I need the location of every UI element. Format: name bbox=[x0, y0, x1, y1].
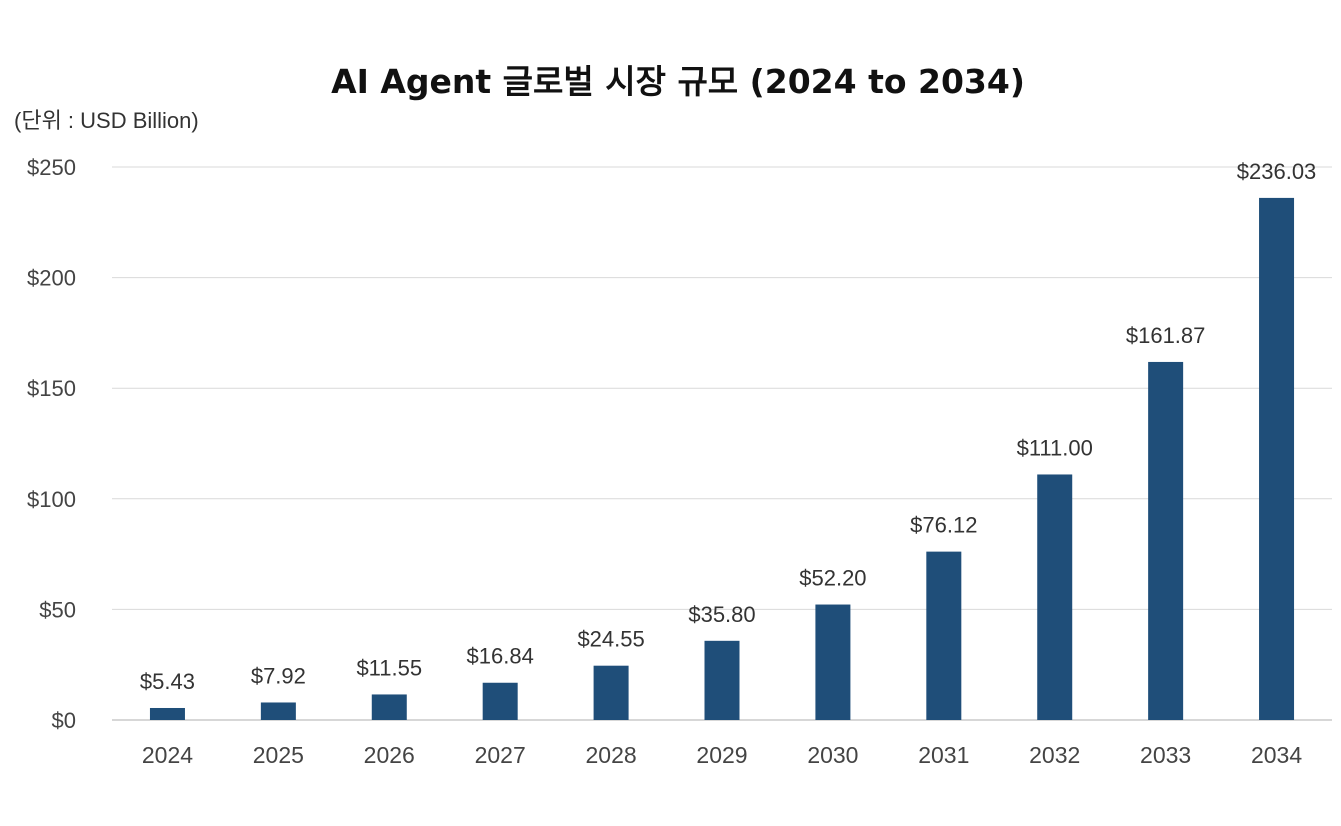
y-tick-label: $100 bbox=[27, 487, 76, 512]
data-label: $236.03 bbox=[1237, 159, 1317, 184]
bar bbox=[704, 640, 740, 720]
data-label: $16.84 bbox=[467, 644, 534, 669]
bars bbox=[149, 197, 1295, 721]
bar bbox=[371, 694, 407, 720]
x-tick-label: 2033 bbox=[1140, 742, 1191, 768]
bar bbox=[926, 551, 962, 720]
y-axis-ticks: $0 $50 $100 $150 $200 $250 bbox=[27, 155, 76, 733]
bar bbox=[815, 604, 851, 720]
bar bbox=[260, 702, 296, 720]
bar bbox=[1037, 474, 1073, 720]
y-tick-label: $0 bbox=[52, 708, 76, 733]
data-label: $7.92 bbox=[251, 663, 306, 688]
x-tick-label: 2024 bbox=[142, 742, 193, 768]
x-tick-label: 2031 bbox=[918, 742, 969, 768]
x-tick-label: 2026 bbox=[364, 742, 415, 768]
x-tick-label: 2027 bbox=[475, 742, 526, 768]
x-tick-label: 2034 bbox=[1251, 742, 1302, 768]
x-tick-label: 2029 bbox=[696, 742, 747, 768]
bar bbox=[1148, 361, 1184, 720]
data-label: $161.87 bbox=[1126, 323, 1206, 348]
bar bbox=[149, 707, 185, 720]
chart-title: AI Agent 글로벌 시장 규모 (2024 to 2034) bbox=[331, 62, 1025, 101]
x-tick-label: 2025 bbox=[253, 742, 304, 768]
bar bbox=[1259, 197, 1295, 721]
x-axis-ticks: 2024 2025 2026 2027 2028 2029 2030 2031 2032 2033… bbox=[142, 742, 1302, 768]
gridlines bbox=[112, 166, 1332, 721]
y-tick-label: $150 bbox=[27, 376, 76, 401]
bar bbox=[482, 682, 518, 720]
data-label: $76.12 bbox=[910, 513, 977, 538]
x-tick-label: 2030 bbox=[807, 742, 858, 768]
data-label: $24.55 bbox=[577, 627, 644, 652]
unit-label: (단위 : USD Billion) bbox=[14, 108, 199, 133]
y-tick-label: $250 bbox=[27, 155, 76, 180]
data-label: $111.00 bbox=[1017, 435, 1093, 460]
y-tick-label: $200 bbox=[27, 266, 76, 291]
x-tick-label: 2032 bbox=[1029, 742, 1080, 768]
data-label: $5.43 bbox=[140, 669, 195, 694]
data-label: $35.80 bbox=[688, 602, 755, 627]
y-tick-label: $50 bbox=[39, 597, 76, 622]
data-label: $52.20 bbox=[799, 566, 866, 591]
data-labels: $5.43 $7.92 $11.55 $16.84 $24.55 $35.80 $52.20… bbox=[140, 159, 1316, 694]
x-tick-label: 2028 bbox=[586, 742, 637, 768]
data-label: $11.55 bbox=[356, 655, 422, 680]
bar bbox=[593, 665, 629, 720]
